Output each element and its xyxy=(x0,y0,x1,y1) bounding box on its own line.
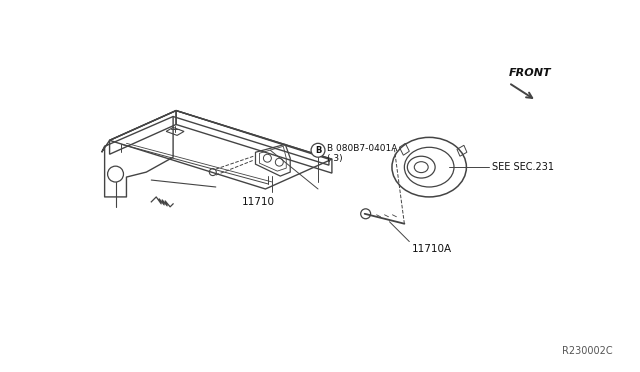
Text: 11710: 11710 xyxy=(242,197,275,207)
Text: SEE SEC.231: SEE SEC.231 xyxy=(492,162,554,172)
Text: B: B xyxy=(315,146,321,155)
Text: 11710A: 11710A xyxy=(412,244,451,254)
Text: R230002C: R230002C xyxy=(562,346,612,356)
Text: ( 3): ( 3) xyxy=(327,154,342,163)
Text: B 080B7-0401A: B 080B7-0401A xyxy=(327,144,397,153)
Circle shape xyxy=(311,143,325,157)
Text: FRONT: FRONT xyxy=(509,68,551,78)
